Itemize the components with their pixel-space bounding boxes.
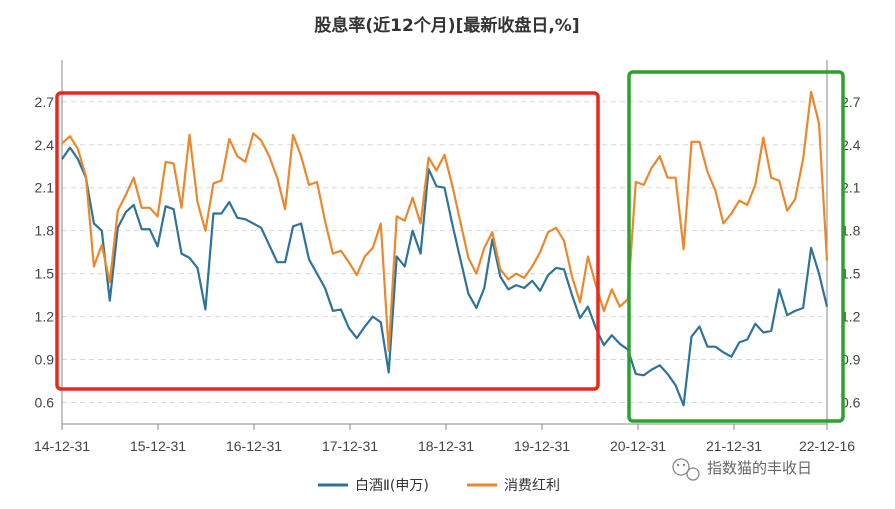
- y-tick-label-right: 2.7: [841, 94, 861, 110]
- x-tick-label: 15-12-31: [130, 438, 186, 454]
- y-tick-label-left: 2.7: [35, 94, 55, 110]
- grid-lines: [62, 101, 827, 404]
- series-line-1: [61, 146, 829, 407]
- x-tick-label: 21-12-31: [706, 438, 762, 454]
- legend-label-1: 白酒Ⅱ(申万): [355, 478, 429, 494]
- x-tick-label: 22-12-16: [799, 438, 855, 454]
- axes: 0.6 0.6 0.9 0.9 1.2 1.2 1.5 1.5 1.8 1.8 2.1 2.1 2.4 2…: [34, 60, 861, 454]
- green-highlight-box: [627, 70, 845, 423]
- series-line-2: [61, 90, 829, 353]
- y-tick-label-left: 0.6: [35, 395, 55, 411]
- legend-label-2: 消费红利: [504, 478, 560, 494]
- x-tick-label: 16-12-31: [226, 438, 282, 454]
- y-tick-label-right: 1.8: [841, 223, 861, 239]
- y-tick-label-right: 1.5: [841, 266, 861, 282]
- red-highlight-box: [55, 91, 600, 391]
- y-tick-label-right: 1.2: [841, 309, 861, 325]
- y-tick-label-right: 0.6: [841, 395, 861, 411]
- x-tick-label: 18-12-31: [418, 438, 474, 454]
- x-tick-label: 20-12-31: [610, 438, 666, 454]
- legend: 白酒Ⅱ(申万) 消费红利: [318, 478, 560, 494]
- y-tick-label-right: 2.4: [841, 137, 861, 153]
- y-tick-label-right: 0.9: [841, 352, 861, 368]
- watermark: 指数猫的丰收日: [672, 458, 812, 481]
- watermark-text: 指数猫的丰收日: [707, 459, 812, 477]
- x-tick-label: 17-12-31: [322, 438, 378, 454]
- y-tick-label-left: 0.9: [35, 352, 55, 368]
- highlight-boxes: [55, 70, 845, 423]
- chart-title: 股息率(近12个月)[最新收盘日,%]: [314, 15, 579, 36]
- y-tick-label-left: 1.8: [35, 223, 55, 239]
- y-tick-label-left: 1.5: [35, 266, 55, 282]
- y-tick-label-left: 2.1: [35, 180, 55, 196]
- wechat-icon: [672, 458, 700, 481]
- series-lines: [61, 90, 829, 407]
- x-tick-label: 19-12-31: [514, 438, 570, 454]
- y-tick-label-left: 2.4: [35, 137, 55, 153]
- y-tick-label-left: 1.2: [35, 309, 55, 325]
- x-tick-label: 14-12-31: [34, 438, 90, 454]
- y-tick-label-right: 2.1: [841, 180, 861, 196]
